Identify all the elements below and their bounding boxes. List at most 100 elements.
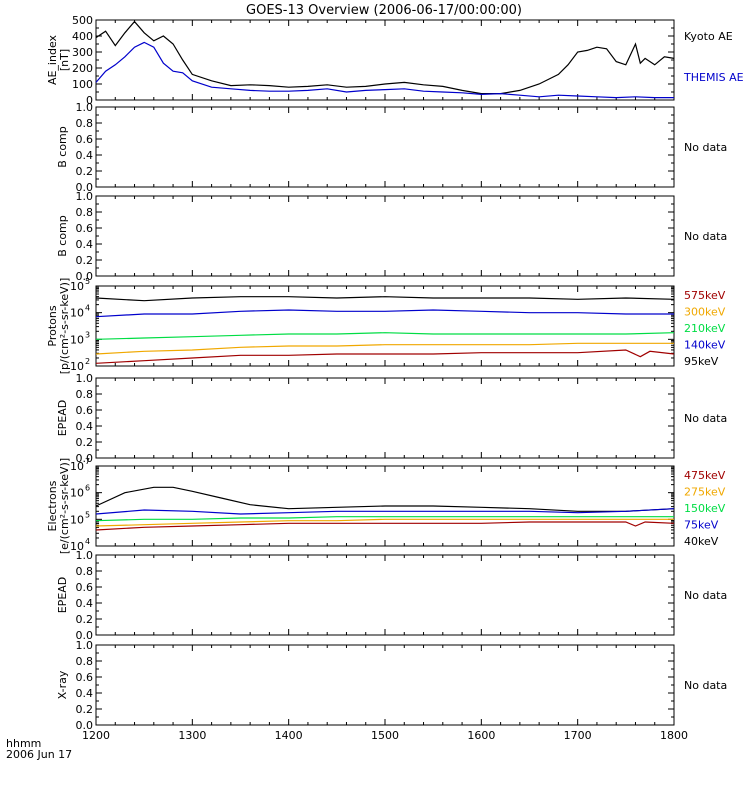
panel-2-ytick-label: 0.2 (76, 165, 94, 178)
panel-4-legend-entry: 300keV (684, 306, 726, 319)
panel-4-series-140kev (95, 309, 674, 318)
panel-8-ytick-label: 0.6 (76, 671, 94, 684)
panel-6-legend-entry: 75keV (684, 519, 719, 532)
panel-1-ytick-label: 400 (72, 30, 93, 43)
x-tick-label: 1500 (371, 729, 399, 742)
panel-7-ylabel: EPEAD (56, 577, 69, 614)
panel-7-ytick-label: 0.4 (76, 597, 94, 610)
panel-6-ytick-exponent: 4 (85, 537, 90, 546)
panel-6-legend-entry: 40keV (684, 535, 719, 548)
panel-4-legend-entry: 575keV (684, 289, 726, 302)
panel-4-ytick-label: 10 (70, 280, 84, 293)
panel-6-legend-entry: 150keV (684, 502, 726, 515)
panel-1-ylabel: AE_index (46, 34, 59, 85)
panel-1-ytick-label: 300 (72, 46, 93, 59)
panel-2-ylabel: B comp (56, 126, 69, 168)
panel-6-series-150kev (95, 516, 674, 522)
panel-1-series-themis-ae (95, 41, 674, 99)
panel-7-ytick-label: 0.6 (76, 581, 94, 594)
panel-8-ylabel: X-ray (56, 670, 69, 699)
panel-5-frame (95, 377, 675, 459)
panel-7-ytick-label: 0.2 (76, 613, 94, 626)
x-tick-label: 1700 (564, 729, 592, 742)
panel-6-ylabel: [e/(cm²-s-sr-keV)] (58, 458, 71, 554)
panel-5-ytick-label: 0.6 (76, 404, 94, 417)
panel-4-series-210kev (95, 332, 675, 340)
panel-7-ytick-label: 0.8 (76, 565, 94, 578)
panel-7-ytick-label: 1.0 (76, 549, 94, 562)
panel-3-ytick-label: 1.0 (76, 190, 94, 203)
panel-3-ytick-label: 0.8 (76, 206, 94, 219)
panel-6-ytick-label: 10 (70, 460, 84, 473)
panel-6-ytick-label: 10 (70, 487, 84, 500)
panel-6-ytick-exponent: 7 (85, 457, 90, 466)
panel-3-ytick-label: 0.4 (76, 238, 94, 251)
panel-4-ylabel: [p/(cm²-s-sr-keV)] (58, 278, 71, 375)
panel-5-ytick-label: 0.2 (76, 436, 94, 449)
panel-4-ytick-exponent: 3 (85, 330, 90, 339)
footer-date: 2006 Jun 17 (6, 748, 72, 761)
panel-4-ytick-label: 10 (70, 307, 84, 320)
footer-time-format: hhmm (6, 737, 41, 750)
panel-5-ylabel: EPEAD (56, 400, 69, 437)
panel-3-ylabel: B comp (56, 215, 69, 257)
panel-6-series-40kev (95, 486, 675, 512)
panel-4-ytick-label: 10 (70, 360, 84, 373)
panel-1-ytick-label: 100 (72, 78, 93, 91)
panel-8-no-data-note: No data (684, 679, 727, 692)
panel-1-ylabel: [nT] (58, 49, 71, 71)
panel-5-no-data-note: No data (684, 412, 727, 425)
panel-6-series-75kev (95, 508, 675, 515)
panel-6-ytick-label: 10 (70, 513, 84, 526)
panel-2-ytick-label: 0.4 (76, 149, 94, 162)
panel-4-series-300kev (95, 342, 674, 355)
panel-6-legend-entry: 475keV (684, 469, 726, 482)
panel-8-ytick-label: 0.0 (76, 719, 94, 732)
panel-8-frame (95, 644, 675, 726)
panel-3-frame (95, 195, 675, 277)
panel-4-ylabel: Protons (46, 305, 59, 346)
x-tick-label: 1800 (660, 729, 688, 742)
panels-group: 0 100 200 300 400 500 AE_index [nT] Kyoto AE THEM… (46, 14, 744, 742)
panel-4-ytick-exponent: 5 (85, 277, 90, 286)
panel-7-ytick-label: 0.0 (76, 629, 94, 642)
panel-4-legend-entry: 210keV (684, 322, 726, 335)
panel-3-ytick-label: 0.6 (76, 222, 94, 235)
panel-4-series-95kev (95, 296, 675, 302)
panel-6-ytick-exponent: 6 (85, 484, 90, 493)
panel-7-no-data-note: No data (684, 589, 727, 602)
panel-6-series-475kev (95, 521, 675, 531)
x-tick-label: 1600 (467, 729, 495, 742)
panel-6-ytick-exponent: 5 (85, 510, 90, 519)
panel-7-frame (95, 554, 675, 636)
panel-6-series-275kev (95, 518, 674, 527)
panel-1-legend-entry: THEMIS AE (683, 71, 744, 84)
panel-1-series-kyoto-ae (95, 20, 675, 95)
panel-5-ytick-label: 0.4 (76, 420, 94, 433)
panel-4-ytick-label: 10 (70, 333, 84, 346)
panel-2-ytick-label: 0.6 (76, 133, 94, 146)
panel-4-series-575kev (95, 349, 675, 364)
panel-2-frame (95, 106, 675, 188)
panel-1-ytick-label: 200 (72, 62, 93, 75)
x-tick-label: 1400 (275, 729, 303, 742)
panel-1-legend-entry: Kyoto AE (684, 30, 733, 43)
panel-3-no-data-note: No data (684, 230, 727, 243)
panel-6-ylabel: Electrons (46, 480, 59, 531)
panel-2-ytick-label: 1.0 (76, 101, 94, 114)
panel-5-ytick-label: 0.8 (76, 388, 94, 401)
panel-4-ytick-exponent: 4 (85, 304, 90, 313)
panel-8-ytick-label: 1.0 (76, 639, 94, 652)
panel-5-ytick-label: 0.0 (76, 452, 94, 465)
panel-8-ytick-label: 0.2 (76, 703, 94, 716)
figure-title: GOES-13 Overview (2006-06-17/00:00:00) (246, 3, 522, 18)
panel-1-ytick-label: 0 (86, 94, 93, 107)
panel-4-ytick-exponent: 2 (85, 357, 90, 366)
panel-2-no-data-note: No data (684, 141, 727, 154)
panel-8-ytick-label: 0.8 (76, 655, 94, 668)
panel-1-ytick-label: 500 (72, 14, 93, 27)
panel-3-ytick-label: 0.2 (76, 254, 94, 267)
x-tick-label: 1200 (82, 729, 110, 742)
panel-6-ytick-label: 10 (70, 540, 84, 553)
